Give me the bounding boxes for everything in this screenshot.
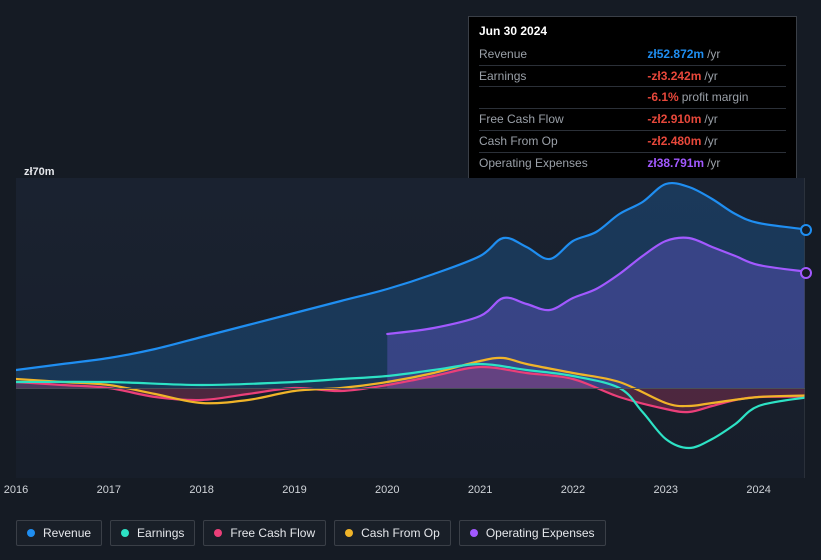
legend-item-opex[interactable]: Operating Expenses — [459, 520, 606, 546]
tooltip-row-value: zł52.872m/yr — [619, 44, 786, 65]
tooltip-row: Cash From Op-zł2.480m/yr — [479, 130, 786, 152]
tooltip-row-label: Free Cash Flow — [479, 109, 619, 131]
tooltip-row-value: -zł2.480m/yr — [619, 130, 786, 152]
tooltip-row-value: -zł2.910m/yr — [619, 109, 786, 131]
tooltip-table: Revenuezł52.872m/yrEarnings-zł3.242m/yr-… — [479, 44, 786, 174]
tooltip-row: Earnings-zł3.242m/yr — [479, 65, 786, 87]
tooltip-row-label: Cash From Op — [479, 130, 619, 152]
series-end-dot-revenue — [800, 224, 812, 236]
legend-dot-icon — [470, 529, 478, 537]
chart-svg — [16, 178, 805, 478]
tooltip-row-label: Revenue — [479, 44, 619, 65]
series-end-dot-opex — [800, 267, 812, 279]
financial-history-chart: Jun 30 2024 Revenuezł52.872m/yrEarnings-… — [0, 0, 821, 560]
legend-item-label: Revenue — [43, 526, 91, 540]
tooltip-row-label: Operating Expenses — [479, 152, 619, 173]
chart-x-label: 2016 — [4, 484, 28, 496]
legend-item-cfo[interactable]: Cash From Op — [334, 520, 451, 546]
chart-x-label: 2019 — [282, 484, 306, 496]
legend-item-fcf[interactable]: Free Cash Flow — [203, 520, 326, 546]
chart-x-label: 2020 — [375, 484, 399, 496]
legend-item-earnings[interactable]: Earnings — [110, 520, 195, 546]
tooltip-row-label: Earnings — [479, 65, 619, 87]
tooltip-row-value: zł38.791m/yr — [619, 152, 786, 173]
chart-x-label: 2018 — [189, 484, 213, 496]
chart-x-label: 2024 — [746, 484, 770, 496]
chart-cursor-line — [804, 178, 805, 478]
legend-item-label: Operating Expenses — [486, 526, 595, 540]
tooltip-row: Revenuezł52.872m/yr — [479, 44, 786, 65]
chart-x-label: 2021 — [468, 484, 492, 496]
chart-x-label: 2017 — [97, 484, 121, 496]
chart-legend: Revenue Earnings Free Cash Flow Cash From O… — [16, 520, 606, 546]
legend-dot-icon — [214, 529, 222, 537]
chart-tooltip: Jun 30 2024 Revenuezł52.872m/yrEarnings-… — [468, 16, 797, 183]
tooltip-row: Operating Expenseszł38.791m/yr — [479, 152, 786, 173]
legend-dot-icon — [345, 529, 353, 537]
legend-item-revenue[interactable]: Revenue — [16, 520, 102, 546]
chart-x-label: 2023 — [654, 484, 678, 496]
legend-dot-icon — [27, 529, 35, 537]
chart-y-label: zł70m — [24, 166, 55, 178]
legend-item-label: Cash From Op — [361, 526, 440, 540]
legend-dot-icon — [121, 529, 129, 537]
chart-zero-line — [16, 388, 805, 389]
legend-item-label: Earnings — [137, 526, 184, 540]
tooltip-row: -6.1%profit margin — [479, 87, 786, 109]
legend-item-label: Free Cash Flow — [230, 526, 315, 540]
chart-x-label: 2022 — [561, 484, 585, 496]
series-fill-revenue — [16, 183, 805, 388]
tooltip-row-value: -6.1%profit margin — [619, 87, 786, 109]
tooltip-date: Jun 30 2024 — [479, 23, 786, 40]
chart-plot-area[interactable] — [16, 178, 805, 478]
tooltip-row-value: -zł3.242m/yr — [619, 65, 786, 87]
tooltip-row: Free Cash Flow-zł2.910m/yr — [479, 109, 786, 131]
tooltip-row-label — [479, 87, 619, 109]
